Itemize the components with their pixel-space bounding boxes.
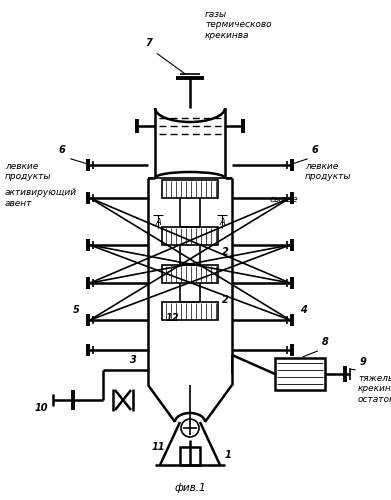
- Text: тяжелый
крекинв
остаток: тяжелый крекинв остаток: [358, 374, 391, 404]
- Bar: [162, 180, 218, 198]
- Text: 2: 2: [222, 247, 228, 257]
- Bar: [275, 358, 325, 390]
- Text: 1: 1: [225, 450, 232, 460]
- Text: А: А: [155, 218, 161, 227]
- Bar: [162, 302, 218, 320]
- Text: 2: 2: [222, 295, 228, 305]
- Text: 5: 5: [73, 305, 80, 315]
- Bar: [180, 447, 200, 465]
- Bar: [162, 265, 218, 283]
- Text: 6: 6: [312, 145, 319, 155]
- Text: А: А: [219, 218, 225, 227]
- Text: 8: 8: [322, 337, 329, 347]
- Text: 12: 12: [165, 313, 179, 323]
- Text: 9: 9: [360, 357, 367, 367]
- Bar: [162, 227, 218, 245]
- Text: 4: 4: [300, 305, 307, 315]
- Text: 7: 7: [145, 38, 152, 48]
- Text: 10: 10: [34, 403, 48, 413]
- Text: левкие
продукты: левкие продукты: [305, 162, 352, 182]
- Text: фив.1: фив.1: [174, 483, 206, 493]
- Text: газы
термическово
крекинва: газы термическово крекинва: [205, 10, 272, 40]
- Text: 3: 3: [130, 355, 136, 365]
- Text: 11: 11: [151, 442, 165, 452]
- Text: левкие
продукты: левкие продукты: [5, 162, 52, 182]
- Text: активирующий
авент: активирующий авент: [5, 188, 77, 208]
- Text: 6: 6: [58, 145, 65, 155]
- Text: сырье: сырье: [270, 196, 299, 204]
